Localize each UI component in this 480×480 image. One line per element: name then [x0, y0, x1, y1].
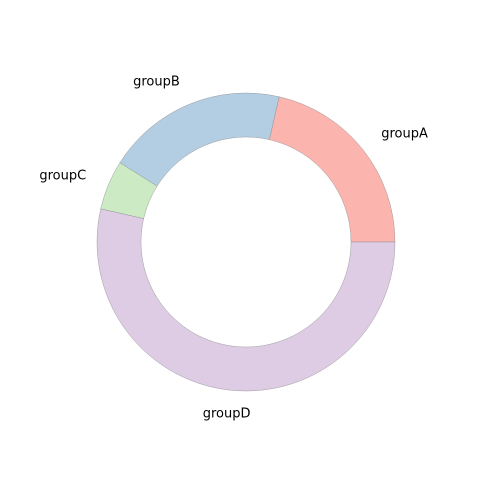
slice-label-groupC: groupC — [39, 168, 86, 183]
slice-groupD — [96, 208, 396, 392]
donut-slices — [96, 92, 396, 392]
slice-groupB — [119, 92, 280, 187]
slice-label-groupB: groupB — [133, 75, 180, 90]
slice-groupA — [269, 96, 396, 243]
slice-labels: groupA groupB groupC groupD — [39, 75, 428, 422]
slice-label-groupD: groupD — [203, 406, 251, 421]
slice-label-groupA: groupA — [381, 127, 428, 142]
